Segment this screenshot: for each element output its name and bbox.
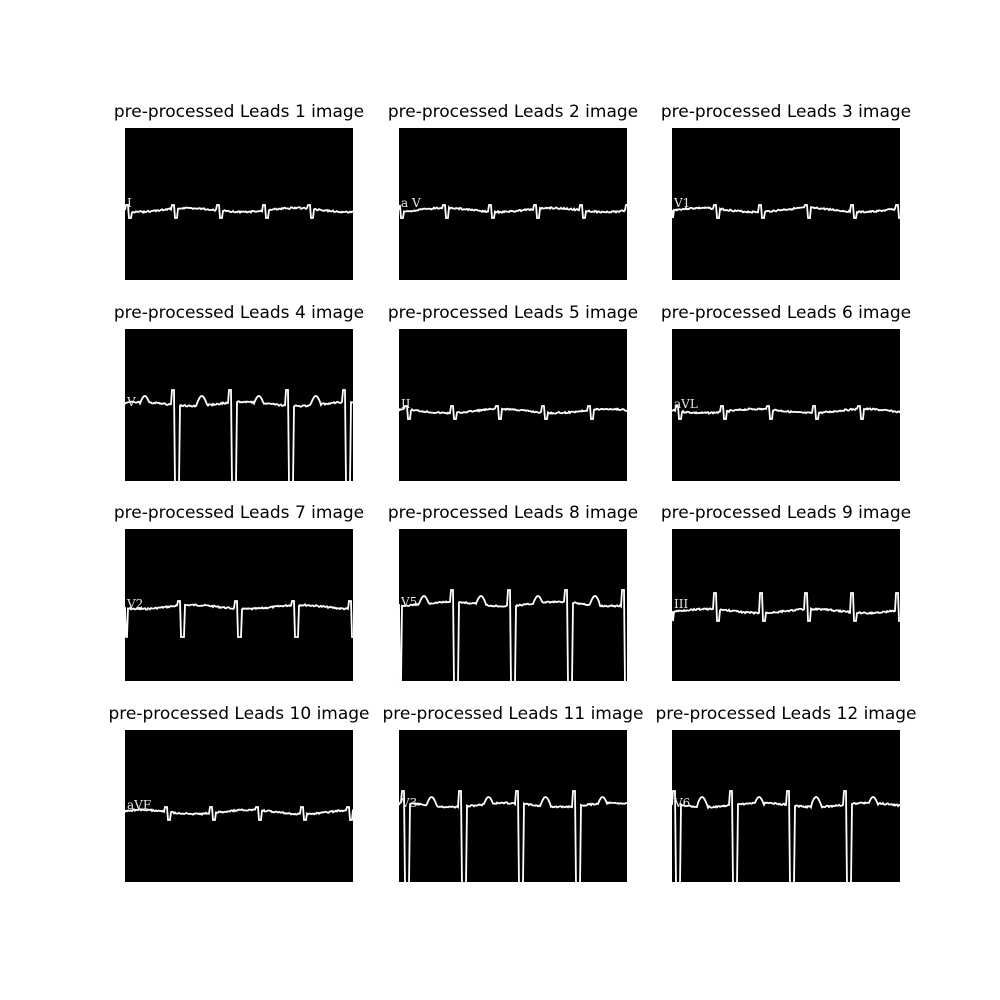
panel-title: pre-processed Leads 3 image — [660, 102, 912, 122]
ecg-trace — [399, 204, 627, 219]
lead-panel: pre-processed Leads 5 image II — [388, 303, 638, 481]
ecg-trace-plot — [672, 204, 900, 219]
ecg-trace — [672, 405, 900, 420]
lead-label: V2 — [127, 597, 144, 611]
panel-title: pre-processed Leads 1 image — [113, 102, 365, 122]
ecg-lead-image: V5 — [399, 529, 627, 681]
ecg-trace-plot — [399, 204, 627, 219]
lead-panel: pre-processed Leads 12 image V6 — [655, 704, 917, 882]
lead-panel: pre-processed Leads 2 image a V — [388, 102, 638, 280]
ecg-trace — [672, 790, 900, 882]
ecg-trace — [125, 389, 353, 481]
lead-label: aVF — [127, 798, 152, 812]
lead-label: V5 — [401, 595, 418, 609]
ecg-trace-plot — [399, 589, 626, 681]
ecg-trace-plot — [399, 790, 627, 882]
ecg-lead-image: V1 — [672, 128, 900, 280]
lead-label: III — [674, 597, 689, 611]
ecg-lead-image: I — [125, 128, 353, 280]
ecg-lead-image: V — [125, 329, 353, 481]
lead-panel: pre-processed Leads 4 image V — [114, 303, 364, 481]
lead-label: aVL — [674, 397, 698, 411]
ecg-lead-image: III — [672, 529, 900, 681]
lead-label: V — [127, 395, 136, 409]
ecg-trace-plot — [125, 806, 353, 821]
ecg-lead-image: V3 — [399, 730, 627, 882]
lead-panel: pre-processed Leads 11 image V3 — [382, 704, 644, 882]
lead-panel: pre-processed Leads 8 image V5 — [388, 503, 638, 681]
ecg-lead-image: aVF — [125, 730, 353, 882]
ecg-trace — [399, 790, 627, 882]
panel-title: pre-processed Leads 6 image — [660, 303, 912, 323]
lead-label: a V — [401, 196, 421, 210]
ecg-trace-plot — [672, 405, 900, 420]
ecg-trace-plot — [125, 389, 353, 481]
ecg-trace — [399, 589, 626, 681]
ecg-trace-plot — [399, 405, 627, 420]
ecg-trace-plot — [672, 790, 900, 882]
ecg-lead-image: a V — [399, 128, 627, 280]
ecg-trace — [672, 592, 900, 622]
lead-panel: pre-processed Leads 10 image aVF — [108, 704, 370, 882]
lead-panel: pre-processed Leads 3 image V1 — [661, 102, 911, 280]
ecg-trace — [399, 405, 627, 420]
ecg-lead-image: V2 — [125, 529, 353, 681]
ecg-trace — [125, 204, 353, 219]
panel-title: pre-processed Leads 10 image — [108, 704, 370, 724]
ecg-trace-plot — [125, 204, 353, 219]
lead-panel: pre-processed Leads 7 image V2 — [114, 503, 364, 681]
panel-title: pre-processed Leads 11 image — [382, 704, 644, 724]
ecg-trace-plot — [672, 592, 900, 622]
lead-label: I — [127, 196, 132, 210]
panel-title: pre-processed Leads 4 image — [113, 303, 365, 323]
lead-panel: pre-processed Leads 6 image aVL — [661, 303, 911, 481]
lead-label: V1 — [674, 196, 691, 210]
panel-title: pre-processed Leads 7 image — [113, 503, 365, 523]
lead-label: V3 — [401, 796, 418, 810]
lead-panel: pre-processed Leads 9 image III — [661, 503, 911, 681]
ecg-lead-image: aVL — [672, 329, 900, 481]
ecg-trace — [125, 600, 353, 638]
ecg-trace — [672, 204, 900, 219]
panel-title: pre-processed Leads 12 image — [655, 704, 917, 724]
lead-label: V6 — [674, 796, 691, 810]
ecg-lead-image: V6 — [672, 730, 900, 882]
ecg-lead-image: II — [399, 329, 627, 481]
panel-title: pre-processed Leads 8 image — [387, 503, 639, 523]
lead-panel: pre-processed Leads 1 image I — [114, 102, 364, 280]
lead-label: II — [401, 397, 411, 411]
ecg-trace — [125, 806, 353, 821]
panel-title: pre-processed Leads 9 image — [660, 503, 912, 523]
panel-title: pre-processed Leads 5 image — [387, 303, 639, 323]
panel-title: pre-processed Leads 2 image — [387, 102, 639, 122]
ecg-trace-plot — [125, 600, 353, 638]
